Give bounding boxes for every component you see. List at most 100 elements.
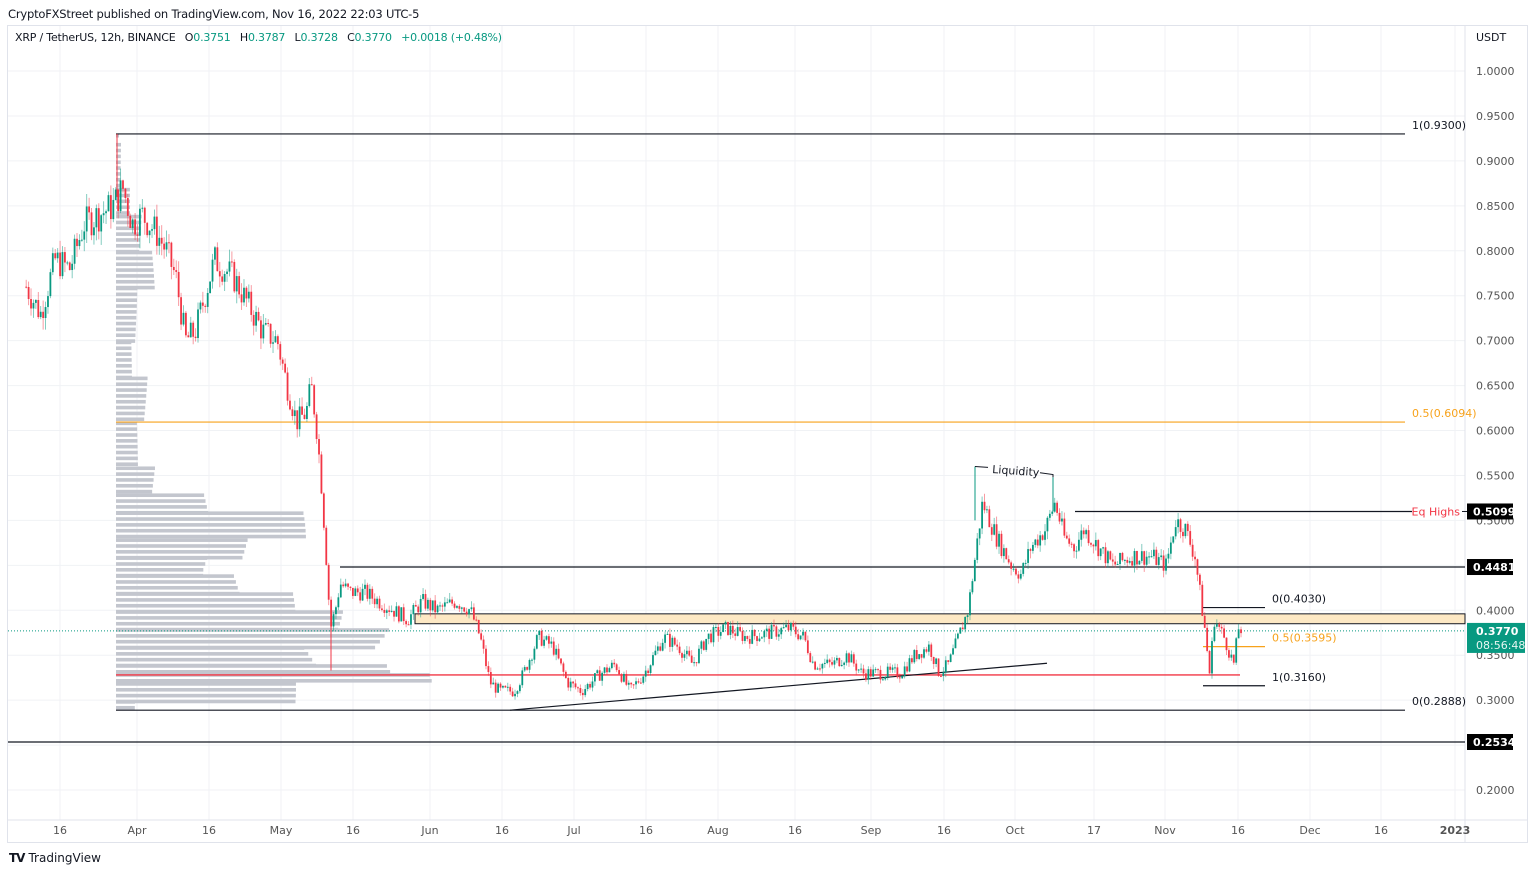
- candle-body: [330, 599, 333, 627]
- volume-profile-bar: [116, 166, 121, 170]
- candle-body: [427, 599, 429, 609]
- candle-body: [504, 685, 507, 688]
- currency-label: USDT: [1476, 31, 1507, 44]
- candle-body: [151, 229, 153, 231]
- brand-label: TradingView: [28, 851, 101, 865]
- candle-body: [649, 665, 652, 673]
- price-badge: [1467, 503, 1513, 520]
- candle-body: [598, 670, 601, 681]
- candle-body: [34, 300, 37, 303]
- candle-body: [1099, 548, 1102, 557]
- candle-body: [443, 602, 446, 607]
- time-tick: 16: [202, 824, 216, 837]
- price-badge-text: 0.4481: [1473, 561, 1515, 574]
- candle-body: [37, 300, 40, 318]
- candle-body: [448, 599, 451, 603]
- candle-body: [83, 231, 86, 240]
- candle-body: [453, 603, 456, 608]
- candle-body: [1165, 558, 1167, 571]
- candle-body: [920, 654, 923, 658]
- candle-body: [153, 216, 156, 230]
- candle-body: [1056, 502, 1059, 513]
- candle-body: [879, 669, 882, 680]
- countdown-text: 08:56:48: [1476, 639, 1525, 652]
- candle-body: [460, 607, 463, 609]
- volume-profile-bar: [116, 664, 387, 668]
- candle-body: [105, 211, 107, 214]
- volume-profile-bar: [116, 534, 306, 539]
- candle-body: [831, 662, 833, 665]
- candle-body: [550, 641, 553, 644]
- candle-body: [429, 599, 432, 611]
- candle-body: [1140, 551, 1143, 561]
- candle-body: [877, 669, 879, 671]
- candle-body: [1007, 559, 1010, 563]
- supply-zone-box[interactable]: [414, 613, 1466, 625]
- volume-profile-bar: [116, 550, 245, 554]
- candle-body: [661, 642, 664, 651]
- volume-profile-bar: [116, 478, 154, 482]
- candle-body: [97, 208, 100, 232]
- candle-body: [1225, 637, 1228, 651]
- time-tick: Oct: [1005, 824, 1025, 837]
- fib2-top-label: 0(0.4030): [1272, 593, 1326, 606]
- candle-body: [753, 629, 756, 637]
- candle-body: [959, 627, 962, 634]
- candle-body: [1155, 549, 1158, 565]
- candle-body: [620, 674, 623, 682]
- candle-body: [1167, 553, 1170, 559]
- candle-body: [586, 683, 589, 690]
- volume-profile-bar: [116, 585, 238, 590]
- candle-body: [1061, 518, 1063, 522]
- candle-body: [1036, 539, 1039, 546]
- tradingview-branding[interactable]: TV TradingView: [9, 851, 101, 865]
- candle-body: [61, 252, 64, 277]
- candle-body: [930, 644, 933, 657]
- volume-profile-bar: [116, 394, 147, 398]
- volume-profile-bar: [116, 220, 142, 225]
- candle-body: [826, 659, 829, 663]
- volume-profile-bar: [116, 268, 154, 272]
- volume-profile-bar: [116, 250, 153, 255]
- candle-body: [664, 634, 666, 643]
- candle-body: [526, 667, 529, 670]
- volume-profile-bar: [116, 603, 295, 608]
- candle-body: [373, 598, 376, 605]
- volume-profile-bar: [116, 705, 135, 710]
- candle-body: [458, 606, 461, 609]
- volume-profile-bar: [116, 646, 305, 650]
- candle-body: [335, 607, 337, 615]
- candle-body: [446, 602, 449, 604]
- candle-body: [1022, 563, 1025, 574]
- candle-body: [647, 670, 650, 673]
- candle-body: [925, 649, 928, 652]
- candle-body: [376, 598, 378, 605]
- candle-body: [949, 654, 952, 662]
- candle-body: [1191, 544, 1194, 557]
- candle-body: [475, 619, 478, 621]
- candle-body: [947, 660, 950, 662]
- volume-profile-bar: [116, 421, 137, 426]
- candle-body: [630, 682, 633, 685]
- ascending-trendline[interactable]: [509, 662, 1048, 711]
- candle-body: [88, 206, 91, 213]
- candle-body: [192, 322, 195, 337]
- volume-profile-bar: [116, 700, 136, 704]
- symbol-label[interactable]: XRP / TetherUS, 12h, BINANCE: [15, 31, 176, 44]
- ohlc-legend: XRP / TetherUS, 12h, BINANCE O0.3751 H0.…: [15, 31, 502, 44]
- candle-body: [751, 629, 754, 644]
- candle-body: [1111, 559, 1114, 562]
- candle-body: [937, 658, 940, 676]
- candle-body: [581, 692, 584, 696]
- volume-profile-bar: [116, 523, 306, 527]
- candle-body: [320, 454, 323, 494]
- candle-body: [637, 681, 640, 683]
- volume-profile-bar: [116, 687, 296, 692]
- price-badge: [1467, 559, 1513, 576]
- price-tick: 0.4000: [1476, 604, 1515, 617]
- candle-body: [915, 650, 918, 659]
- candle-body: [397, 606, 400, 622]
- candle-body: [155, 216, 158, 246]
- candle-body: [272, 342, 274, 344]
